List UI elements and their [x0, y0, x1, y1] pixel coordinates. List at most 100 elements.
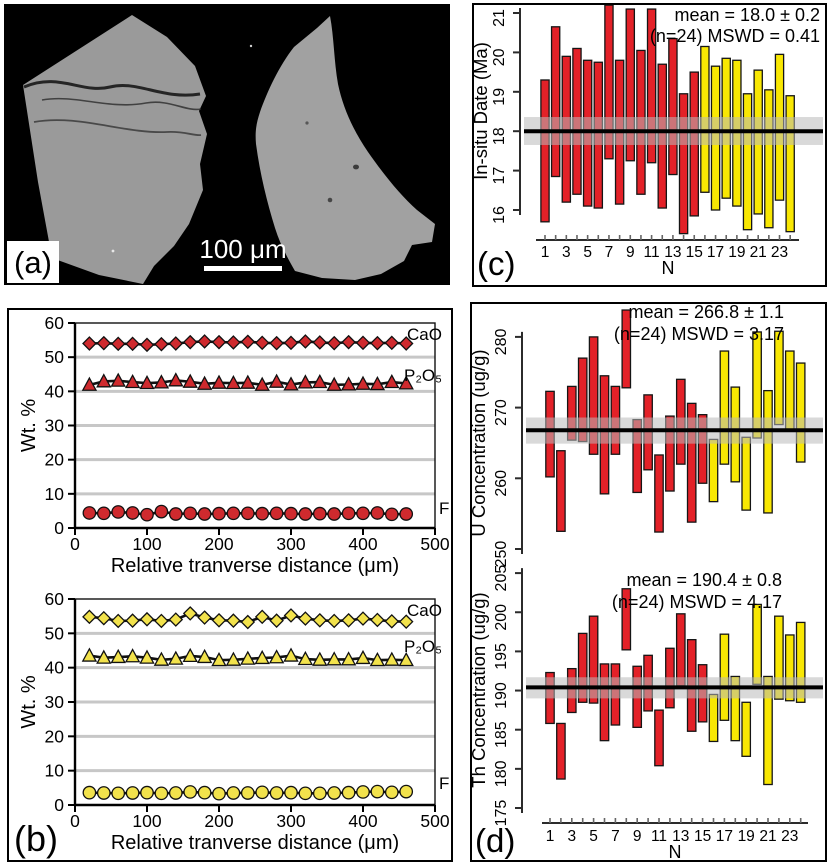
data-point-marker: [125, 336, 140, 352]
x-tick-label: 3: [567, 828, 576, 845]
x-tick-label: 1: [541, 244, 550, 261]
x-axis-label: Relative tranverse distance (μm): [111, 832, 399, 854]
x-tick-label: 23: [781, 828, 798, 845]
data-point-marker: [340, 651, 357, 666]
x-tick-label: 19: [738, 828, 755, 845]
apatite-grain-right: [255, 16, 435, 280]
data-point-marker: [341, 334, 356, 350]
data-point-marker: [240, 786, 255, 800]
data-point-marker: [312, 651, 328, 666]
y-axis-label: Wt. %: [18, 675, 40, 729]
x-tick-label: 300: [276, 534, 305, 554]
data-point-marker: [269, 335, 284, 351]
x-tick-label: 9: [633, 828, 642, 845]
panel-label-a: (a): [7, 241, 59, 283]
data-point-marker: [340, 376, 357, 391]
range-bar: [588, 615, 599, 704]
data-point-marker: [96, 786, 111, 800]
data-point-marker: [153, 651, 170, 666]
y-tick-label: 10: [45, 761, 65, 781]
x-tick-label: 100: [132, 811, 161, 831]
range-bar: [719, 350, 730, 465]
data-point-marker: [268, 373, 285, 388]
data-point-marker: [254, 335, 270, 351]
range-bar: [654, 709, 664, 767]
range-bar: [708, 693, 719, 743]
series-label: P₂O₅: [404, 637, 442, 656]
x-tick-label: 23: [771, 244, 788, 261]
x-tick-label: 500: [420, 811, 449, 831]
data-point-marker: [197, 507, 212, 521]
y-tick-label: 20: [45, 726, 65, 746]
data-point-marker: [398, 375, 414, 390]
range-bar: [654, 454, 664, 533]
data-point-marker: [96, 335, 112, 351]
y-tick-label: 30: [45, 692, 65, 712]
data-point-marker: [124, 373, 141, 389]
data-point-marker: [240, 334, 256, 350]
data-point-marker: [370, 506, 385, 520]
x-tick-label: 21: [759, 828, 776, 845]
data-point-marker: [384, 613, 400, 629]
grain-inclusion: [327, 197, 333, 203]
data-point-marker: [283, 608, 299, 623]
background-speck: [249, 44, 253, 48]
range-bar: [697, 414, 708, 484]
data-point-marker: [168, 786, 183, 800]
apatite-grain-left: [23, 15, 207, 284]
data-point-marker: [240, 374, 256, 389]
data-point-marker: [110, 372, 126, 387]
x-tick-label: 400: [348, 534, 377, 554]
y-tick-label: 60: [45, 589, 65, 609]
data-point-marker: [341, 506, 356, 521]
data-point-marker: [111, 786, 126, 801]
panel-b-traverse-charts: 0 10 20 30 40 50 60 0 100 200 300 400 500 Relative tr…: [7, 308, 453, 862]
data-point-marker: [326, 335, 342, 351]
y-tick-label: 0: [54, 518, 64, 538]
data-point-marker: [182, 606, 198, 621]
data-point-marker: [284, 785, 298, 800]
x-tick-label: 100: [132, 534, 161, 554]
data-point-marker: [327, 786, 342, 800]
y-tick-label: 175: [493, 800, 510, 827]
data-point-marker: [154, 504, 169, 519]
x-tick-label: 3: [562, 244, 571, 261]
series-label: CaO: [407, 601, 442, 620]
range-bar: [730, 675, 741, 742]
y-tick-label: 20: [45, 450, 65, 470]
data-point-marker: [255, 785, 270, 800]
data-point-marker: [312, 786, 327, 801]
data-point-marker: [110, 648, 126, 664]
data-point-marker: [384, 373, 400, 389]
panel-a-sem-image: [4, 4, 450, 285]
data-point-marker: [312, 335, 328, 350]
range-bar: [550, 26, 561, 178]
data-point-marker: [326, 613, 342, 629]
data-point-marker: [226, 506, 241, 521]
data-point-marker: [183, 785, 198, 799]
data-point-marker: [298, 786, 313, 801]
y-tick-label: 40: [45, 381, 65, 401]
data-point-marker: [153, 374, 170, 389]
y-tick-label: 50: [45, 347, 65, 367]
data-point-marker: [341, 612, 356, 628]
x-tick-label: 15: [694, 828, 711, 845]
data-point-marker: [240, 650, 256, 665]
data-point-marker: [125, 506, 140, 520]
range-bar: [741, 436, 752, 511]
data-point-marker: [254, 376, 270, 391]
x-axis-label: N: [669, 842, 682, 860]
range-bar: [742, 93, 753, 231]
data-point-marker: [298, 611, 313, 626]
grain-crack-lower: [33, 119, 202, 137]
range-bar: [763, 389, 773, 514]
data-point-marker: [82, 336, 97, 351]
data-point-marker: [283, 647, 299, 662]
data-point-marker: [81, 376, 98, 391]
data-point-marker: [182, 647, 198, 663]
y-tick-label: 270: [493, 399, 510, 426]
range-bar: [646, 8, 657, 164]
data-point-marker: [154, 786, 169, 801]
